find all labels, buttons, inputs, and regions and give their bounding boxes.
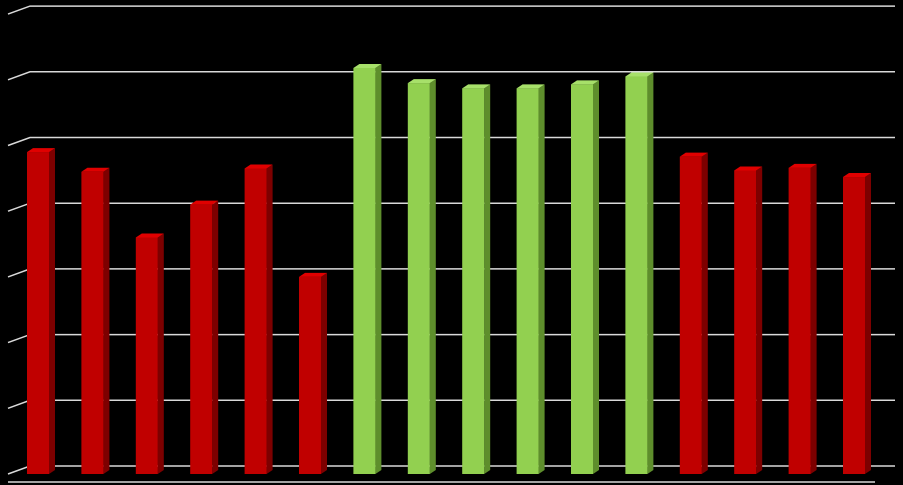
bar-side — [212, 200, 219, 474]
bar-side — [321, 272, 327, 474]
bar-top — [679, 152, 708, 157]
bar — [190, 200, 219, 474]
bar — [27, 148, 55, 474]
bar-side — [593, 80, 599, 475]
bar-top — [516, 84, 545, 89]
bar-top — [734, 166, 763, 171]
bar-side — [266, 164, 273, 474]
bar-top — [625, 72, 654, 77]
bar-side — [157, 233, 164, 474]
bar-front — [679, 156, 702, 474]
bar-front — [788, 167, 811, 474]
bar-front — [81, 171, 104, 474]
bar-top — [571, 80, 599, 85]
bar-front — [407, 83, 430, 475]
bar — [843, 173, 871, 474]
bar-side — [538, 84, 545, 474]
bar — [571, 80, 599, 475]
bar-front — [299, 276, 321, 474]
bar — [299, 272, 327, 474]
bar — [81, 167, 110, 474]
bar-top — [244, 164, 273, 169]
bar-side — [701, 152, 708, 474]
gridline — [7, 5, 895, 15]
bar — [462, 84, 491, 474]
bar-front — [734, 170, 757, 474]
bar — [353, 63, 382, 474]
bar-front — [625, 76, 648, 474]
bar-top — [788, 163, 817, 168]
bar-front — [190, 204, 213, 474]
bar-side — [375, 63, 382, 474]
bar — [244, 164, 273, 474]
bar-side — [756, 166, 763, 474]
bar-side — [49, 148, 55, 474]
bars — [27, 63, 871, 475]
bar-side — [484, 84, 491, 474]
bar-front — [462, 88, 485, 474]
gridline — [7, 136, 895, 147]
bar-front — [244, 168, 267, 474]
bar-front — [843, 177, 865, 474]
bar-side — [865, 173, 871, 474]
bar-top — [81, 167, 110, 172]
bar-top — [407, 79, 436, 84]
bar — [679, 152, 708, 474]
bar-front — [571, 84, 593, 475]
gridline — [7, 71, 895, 81]
bar-front — [353, 67, 376, 474]
bar — [625, 72, 654, 474]
bar-side — [429, 79, 436, 475]
bar — [135, 233, 164, 474]
bar-top — [190, 200, 219, 205]
bar-front — [135, 237, 158, 474]
bar — [516, 84, 545, 474]
bar-front — [27, 152, 49, 474]
bar-side — [103, 167, 110, 474]
bar-top — [462, 84, 491, 89]
bar — [788, 163, 817, 474]
bar-side — [810, 163, 817, 474]
bar-top — [27, 148, 55, 153]
bar-top — [135, 233, 164, 238]
bar — [734, 166, 763, 474]
bar-side — [647, 72, 654, 474]
bar-top — [353, 63, 382, 68]
bar-top — [299, 272, 327, 277]
bar — [407, 79, 436, 475]
bar-top — [843, 173, 871, 178]
bar-front — [516, 88, 539, 474]
